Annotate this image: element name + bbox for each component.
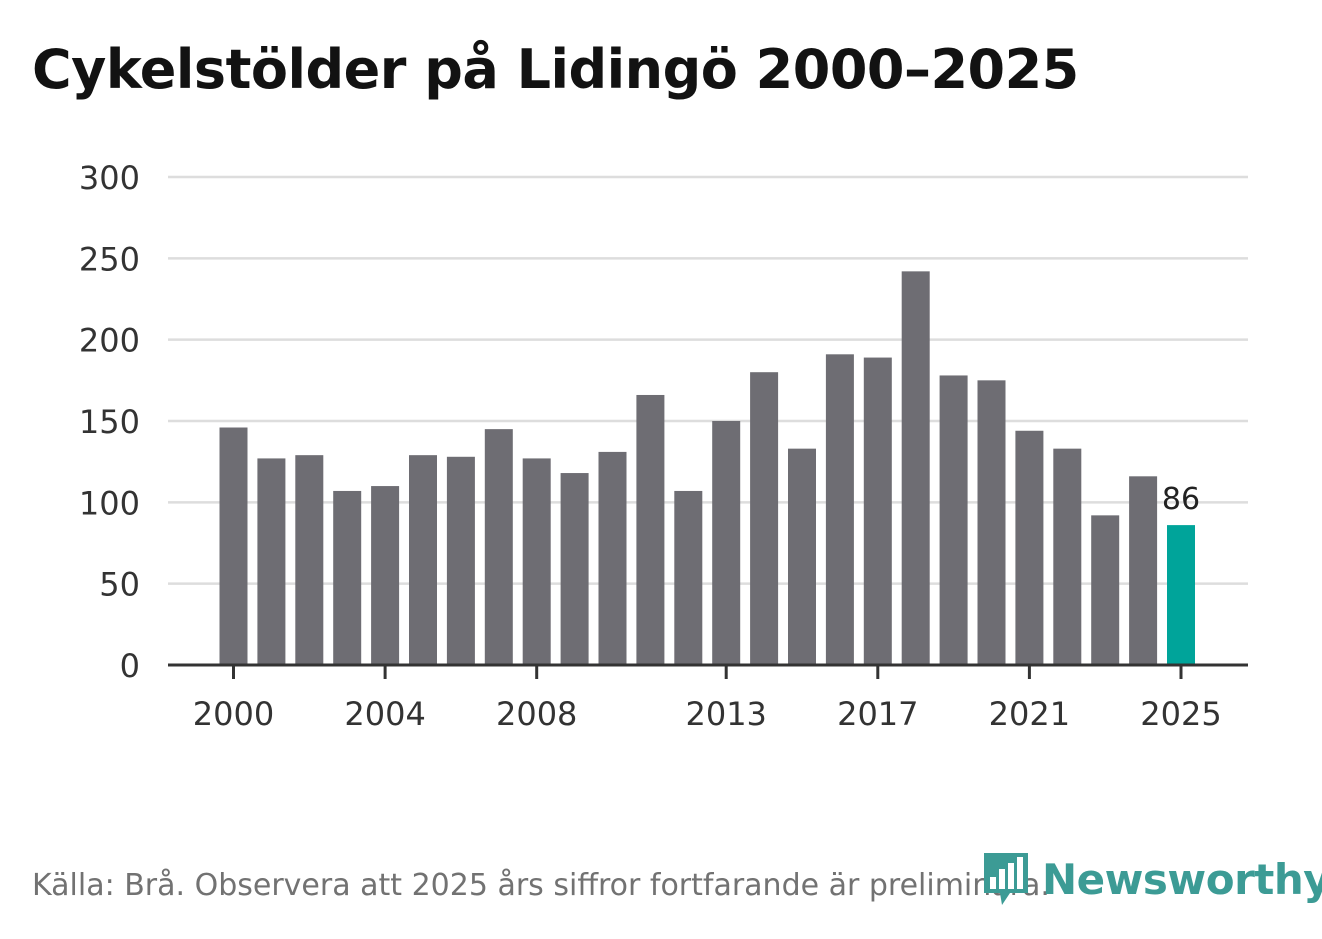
bar-2004[interactable] — [371, 486, 400, 665]
bar-2024[interactable] — [1129, 476, 1158, 665]
bar-2008[interactable] — [522, 458, 551, 665]
source-note: Källa: Brå. Observera att 2025 års siffr… — [32, 868, 1050, 903]
bar-2016[interactable] — [825, 354, 854, 665]
bar-2023[interactable] — [1091, 515, 1120, 665]
bar-2021[interactable] — [1015, 430, 1044, 665]
x-tick-label-2025: 2025 — [1140, 695, 1221, 733]
x-tick-label-2013: 2013 — [685, 695, 766, 733]
bar-2012[interactable] — [674, 490, 703, 665]
bar-2009[interactable] — [560, 473, 589, 665]
bar-2011[interactable] — [636, 394, 665, 665]
bar-2013[interactable] — [712, 421, 741, 665]
x-tick-label-2004: 2004 — [344, 695, 425, 733]
bar-2003[interactable] — [333, 490, 362, 665]
bar-2014[interactable] — [750, 372, 779, 665]
chart-title: Cykelstölder på Lidingö 2000–2025 — [32, 38, 1079, 101]
x-tick-label-2017: 2017 — [837, 695, 918, 733]
bar-2017[interactable] — [863, 357, 892, 665]
bar-2022[interactable] — [1053, 448, 1082, 665]
bars — [219, 271, 1195, 665]
y-tick-label-100: 100 — [79, 484, 140, 522]
y-tick-label-250: 250 — [79, 240, 140, 278]
y-tick-label-200: 200 — [79, 322, 140, 360]
y-tick-label-0: 0 — [120, 647, 140, 685]
bar-2010[interactable] — [598, 451, 627, 665]
y-tick-label-300: 300 — [79, 159, 140, 197]
y-tick-label-50: 50 — [99, 566, 140, 604]
bar-2018[interactable] — [901, 271, 930, 665]
x-tick-label-2008: 2008 — [496, 695, 577, 733]
grid-lines — [168, 175, 1248, 585]
bar-2020[interactable] — [977, 380, 1006, 665]
x-axis-ticks: 2000 2004 2008 2013 2017 2021 2025 — [193, 665, 1222, 733]
data-labels: 86 — [1162, 482, 1200, 517]
y-tick-label-150: 150 — [79, 403, 140, 441]
bar-2002[interactable] — [295, 455, 324, 665]
x-tick-label-2000: 2000 — [193, 695, 274, 733]
bar-2007[interactable] — [484, 429, 513, 665]
bar-2015[interactable] — [788, 448, 816, 665]
bar-2006[interactable] — [446, 456, 475, 665]
bar-2001[interactable] — [257, 458, 286, 665]
bar-2025[interactable] — [1167, 525, 1195, 665]
logo-text: Newsworthy — [1042, 854, 1322, 904]
newsworthy-logo[interactable]: Newsworthy — [980, 848, 1322, 910]
data-label-2025: 86 — [1162, 482, 1200, 517]
bar-2000[interactable] — [219, 427, 248, 665]
bar-2005[interactable] — [409, 455, 437, 665]
y-axis-ticks: 0 50 100 150 200 250 300 — [79, 159, 140, 685]
newsworthy-bar-chart-icon — [984, 853, 1028, 905]
x-tick-label-2021: 2021 — [989, 695, 1070, 733]
bar-2019[interactable] — [939, 375, 968, 665]
